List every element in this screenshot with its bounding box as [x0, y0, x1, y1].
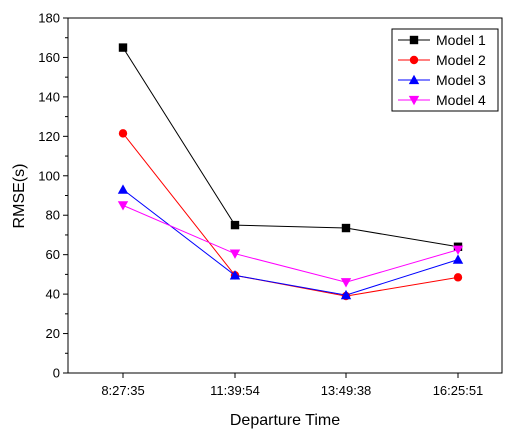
y-tick-label: 140 [38, 89, 60, 104]
data-point [229, 270, 241, 280]
y-tick-label: 180 [38, 11, 60, 26]
data-point [118, 43, 128, 52]
legend-marker [409, 35, 419, 45]
legend-marker [409, 55, 419, 65]
data-point [341, 223, 351, 233]
y-tick-label: 20 [46, 326, 60, 341]
data-point [340, 289, 352, 300]
x-tick-label: 16:25:51 [433, 383, 484, 398]
data-point [340, 278, 352, 288]
data-point [117, 201, 129, 211]
x-axis-title: Departure Time [230, 412, 340, 429]
series-4 [117, 201, 464, 288]
y-tick-label: 120 [38, 129, 60, 144]
data-point [452, 254, 464, 264]
data-point [229, 249, 241, 259]
y-tick-label: 60 [46, 247, 60, 262]
data-point [452, 245, 464, 255]
data-point [117, 184, 129, 194]
y-tick-label: 80 [46, 208, 60, 223]
tick-labels: 0 20 40 60 80 100 120 140 160 180 8:27:35 11:39:54 1… [38, 11, 483, 399]
legend-marker [408, 74, 420, 85]
legend-entry: Model 3 [398, 72, 486, 88]
y-tick-label: 100 [38, 168, 60, 183]
tick-marks [63, 17, 459, 378]
x-tick-label: 13:49:38 [321, 383, 372, 398]
legend-label: Model 4 [436, 92, 486, 108]
x-tick-label: 11:39:54 [210, 383, 260, 398]
series-3 [117, 184, 464, 300]
legend-label: Model 1 [436, 32, 486, 48]
y-tick-label: 40 [46, 287, 60, 302]
x-tick-label: 8:27:35 [101, 383, 144, 398]
data-point [453, 273, 463, 282]
series-line [122, 204, 459, 283]
legend-entry: Model 2 [398, 52, 486, 68]
data-point [118, 129, 128, 138]
legend-label: Model 2 [436, 52, 486, 68]
series-line [122, 189, 459, 296]
legend-marker [408, 95, 420, 106]
y-tick-label: 0 [53, 366, 60, 381]
legend-entry: Model 4 [398, 92, 486, 108]
legend-entry: Model 1 [398, 32, 486, 48]
series-line [122, 133, 459, 297]
data-point [230, 220, 240, 230]
series-line [122, 47, 459, 248]
y-axis-title: RMSE(s) [11, 164, 28, 229]
y-tick-label: 160 [38, 50, 60, 65]
legend: Model 1 Model 2 Model 3 Model 4 [391, 28, 499, 112]
series-group [117, 43, 464, 301]
legend-label: Model 3 [436, 72, 486, 88]
